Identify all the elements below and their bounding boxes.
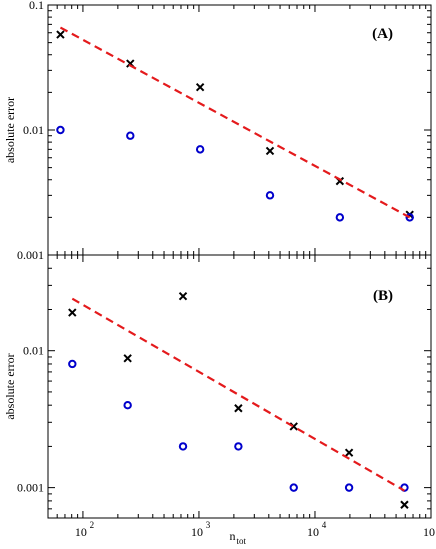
circle-marker	[405, 213, 414, 222]
x-marker	[56, 30, 65, 39]
y-tick-label: 0.01	[23, 123, 44, 137]
circle-marker	[265, 191, 275, 200]
x-marker	[344, 448, 354, 457]
panel-label: (A)	[372, 26, 393, 42]
y-tick-label: 0.1	[29, 0, 44, 12]
plot-frame-2	[47, 254, 432, 519]
circle-marker	[126, 131, 135, 140]
x-tick-label: 10	[191, 525, 203, 539]
x-tick-exponent: 3	[206, 520, 211, 530]
circle-marker	[344, 483, 354, 492]
x-marker	[265, 146, 275, 156]
x-marker	[123, 354, 132, 363]
x-marker	[195, 82, 205, 92]
y-axis-label: absolute error	[3, 353, 17, 419]
x-marker	[178, 292, 188, 301]
x-marker	[68, 308, 77, 317]
plot-frame-1	[47, 4, 432, 256]
y-tick-label: 0.001	[17, 481, 44, 495]
fit-line	[71, 297, 406, 492]
panel-label: (B)	[373, 288, 393, 304]
x-tick-label: 10	[423, 525, 435, 539]
x-tick-label: 10	[75, 525, 87, 539]
circle-marker	[178, 442, 188, 451]
circle-marker	[56, 125, 65, 135]
x-tick-label: 10	[307, 525, 319, 539]
x-marker	[400, 500, 409, 509]
circle-marker	[123, 400, 132, 410]
y-tick-label: 0.01	[23, 344, 44, 358]
x-axis-label: n	[230, 529, 236, 543]
circle-marker	[234, 442, 243, 451]
y-axis-label: absolute error	[3, 97, 17, 163]
circle-marker	[68, 359, 77, 369]
x-axis-label-subscript: tot	[237, 536, 247, 544]
x-marker	[234, 404, 243, 413]
fit-line	[59, 26, 411, 219]
circle-marker	[195, 145, 205, 154]
circle-marker	[289, 483, 298, 492]
x-tick-exponent: 2	[90, 520, 95, 530]
y-tick-label: 0.001	[17, 248, 44, 262]
circle-marker	[335, 213, 345, 222]
x-tick-exponent: 4	[322, 520, 327, 530]
